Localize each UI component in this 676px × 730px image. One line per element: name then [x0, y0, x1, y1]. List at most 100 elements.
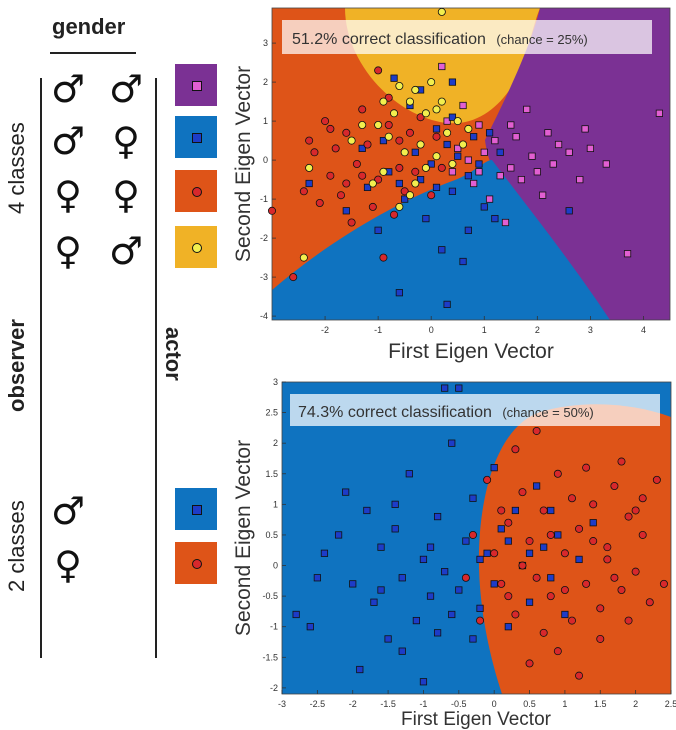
square-data-point [544, 129, 552, 137]
x-tick-label: 1 [562, 699, 567, 709]
square-data-point [448, 168, 457, 176]
square-data-point [433, 629, 442, 637]
square-data-point [549, 160, 557, 168]
square-data-point [422, 214, 430, 223]
y-tick-label: 3 [273, 377, 278, 387]
square-data-point [454, 152, 462, 160]
observer-rule [40, 78, 42, 658]
square-data-point [411, 148, 419, 156]
circle-data-point [390, 109, 399, 118]
square-data-point [363, 183, 372, 191]
square-data-point [454, 144, 462, 152]
class-swatch [175, 488, 217, 530]
circle-data-point [617, 585, 626, 594]
circle-data-point [659, 579, 668, 588]
annotation-box [290, 394, 660, 426]
square-data-point [469, 635, 477, 643]
circle-data-point [299, 187, 308, 196]
x-tick-label: -3 [278, 699, 286, 709]
circle-data-point [464, 124, 473, 133]
annotation-box [282, 20, 652, 54]
circle-data-point [347, 136, 356, 145]
square-data-point [496, 172, 504, 180]
circle-data-point [379, 167, 388, 176]
circle-data-point [411, 85, 420, 94]
square-data-point [377, 543, 385, 551]
y-tick-label: -1.5 [262, 652, 278, 662]
square-data-point [374, 226, 382, 234]
circle-data-point [532, 573, 541, 582]
circle-data-point [437, 163, 446, 172]
square-data-point [504, 537, 512, 545]
square-data-point [433, 512, 442, 521]
circle-data-point [390, 210, 399, 219]
y-tick-label: -4 [260, 311, 268, 321]
annotation-sub: (chance = 25%) [496, 32, 587, 47]
circle-data-point [289, 273, 298, 282]
y-tick-label: -2 [270, 683, 278, 693]
circle-data-point [504, 518, 513, 527]
y-tick-label: 1 [263, 116, 268, 126]
square-data-point [432, 125, 441, 133]
square-data-point [405, 470, 413, 478]
circle-data-point [652, 475, 661, 484]
region-orange [478, 404, 671, 694]
circle-data-point [546, 530, 555, 539]
circle-data-point [603, 555, 612, 564]
circle-data-point [553, 647, 562, 656]
square-marker-icon [192, 505, 202, 515]
square-data-point [539, 191, 547, 199]
circle-data-point [437, 7, 446, 16]
circle-data-point [358, 121, 367, 130]
x-tick-label: -2 [321, 325, 329, 335]
circle-data-point [326, 124, 335, 133]
x-tick-label: 4 [641, 325, 646, 335]
y-tick-label: 2 [263, 77, 268, 87]
x-tick-label: 0.5 [523, 699, 536, 709]
square-data-point [589, 519, 597, 527]
male-symbol-icon: ♂ [108, 67, 144, 111]
circle-data-point [326, 171, 335, 180]
circle-data-point [305, 136, 314, 145]
y-axis-label: Second Eigen Vector [232, 66, 255, 262]
plot-frame [271, 7, 671, 321]
y-tick-label: 3 [263, 38, 268, 48]
circle-data-point [363, 140, 372, 149]
circle-data-point [582, 579, 591, 588]
circle-data-point [368, 179, 377, 188]
circle-data-point [310, 148, 319, 157]
square-data-point [370, 598, 378, 606]
square-data-point [525, 598, 534, 606]
x-tick-label: 1.5 [594, 699, 607, 709]
female-symbol-icon: ♀ [112, 173, 140, 217]
square-data-point [401, 195, 409, 203]
square-data-point [441, 568, 449, 576]
square-data-point [540, 543, 548, 551]
circle-data-point [331, 144, 340, 153]
gender-rule [50, 52, 136, 54]
square-data-point [443, 140, 451, 149]
circle-data-point [299, 253, 308, 262]
circle-data-point [448, 159, 457, 168]
square-data-point [490, 580, 498, 588]
circle-data-point [532, 426, 541, 435]
square-data-point [497, 525, 505, 533]
circle-marker-icon [192, 243, 202, 253]
circle-data-point [427, 78, 436, 87]
square-data-point [432, 183, 441, 191]
circle-data-point [315, 198, 324, 207]
square-data-point [547, 574, 555, 582]
square-data-point [377, 586, 385, 594]
square-data-point [448, 439, 456, 447]
square-data-point [581, 125, 589, 133]
square-data-point [427, 160, 435, 168]
actor-label: actor [161, 327, 186, 381]
circle-data-point [610, 482, 619, 491]
y-tick-label: -0.5 [262, 591, 278, 601]
plot-frame [281, 381, 672, 695]
circle-data-point [603, 543, 612, 552]
y-tick-label: 1.5 [265, 469, 278, 479]
square-data-point [455, 384, 463, 392]
square-data-point [476, 604, 484, 612]
circle-data-point [468, 530, 477, 539]
